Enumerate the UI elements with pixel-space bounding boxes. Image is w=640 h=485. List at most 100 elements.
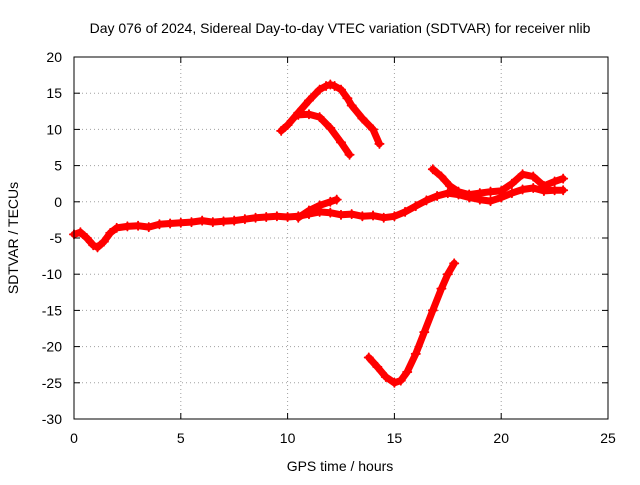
y-tick-label: 15 bbox=[46, 85, 62, 101]
grid bbox=[74, 57, 608, 419]
data-point-marker bbox=[325, 196, 336, 207]
y-tick-label: -5 bbox=[50, 230, 63, 246]
data-point-marker bbox=[165, 218, 176, 229]
data-point-marker bbox=[389, 211, 400, 222]
data-point-marker bbox=[421, 195, 432, 206]
data-point-marker bbox=[276, 125, 287, 136]
data-point-marker bbox=[282, 212, 293, 223]
y-tick-label: 20 bbox=[46, 49, 62, 65]
data-point-marker bbox=[122, 221, 133, 232]
data-point-marker bbox=[105, 227, 116, 238]
data-point-marker bbox=[506, 188, 517, 199]
data-point-marker bbox=[517, 184, 528, 195]
data-point-marker bbox=[271, 211, 282, 222]
data-point-marker bbox=[346, 209, 357, 220]
data-point-marker bbox=[400, 206, 411, 217]
data-point-marker bbox=[368, 124, 379, 135]
data-point-marker bbox=[321, 80, 332, 91]
data-point-marker bbox=[436, 171, 447, 182]
y-tick-label: 0 bbox=[54, 194, 62, 210]
data-point-marker bbox=[175, 217, 186, 228]
data-point-marker bbox=[432, 191, 443, 202]
data-point-marker bbox=[474, 188, 485, 199]
data-point-marker bbox=[378, 212, 389, 223]
data-point-marker bbox=[229, 215, 240, 226]
series-lower-band-segment bbox=[293, 194, 342, 223]
data-point-marker bbox=[303, 109, 314, 120]
series-upper-arc-a bbox=[276, 79, 385, 149]
axis-ticks: 0 5 10 15 20 25 -30 -25 -20 -15 -10 -5 0 5 10 15 20 bbox=[42, 49, 616, 446]
y-tick-label: 10 bbox=[46, 121, 62, 137]
series-upper-arc-b bbox=[293, 109, 355, 160]
data-point-marker bbox=[427, 164, 438, 175]
x-tick-label: 10 bbox=[280, 430, 296, 446]
data-point-marker bbox=[402, 366, 413, 377]
y-tick-label: -25 bbox=[42, 375, 62, 391]
data-point-marker bbox=[261, 212, 272, 223]
data-point-marker bbox=[293, 212, 304, 223]
data-point-marker bbox=[314, 200, 325, 211]
data-point-marker bbox=[444, 180, 455, 191]
x-tick-label: 0 bbox=[70, 430, 78, 446]
series-lower-arc bbox=[363, 258, 460, 388]
series-layer bbox=[69, 79, 569, 388]
data-point-marker bbox=[558, 185, 569, 196]
data-point-marker bbox=[98, 236, 109, 247]
data-point-marker bbox=[331, 194, 342, 205]
data-point-marker bbox=[303, 205, 314, 216]
data-point-marker bbox=[506, 178, 517, 189]
data-point-marker bbox=[389, 377, 400, 388]
data-point-marker bbox=[336, 209, 346, 220]
data-point-marker bbox=[528, 183, 539, 194]
data-point-marker bbox=[357, 113, 368, 124]
data-point-marker bbox=[329, 80, 340, 91]
data-point-marker bbox=[453, 186, 464, 197]
data-point-marker bbox=[282, 120, 293, 131]
data-point-marker bbox=[372, 361, 383, 372]
data-point-marker bbox=[357, 211, 368, 222]
data-point-marker bbox=[325, 207, 336, 218]
data-point-marker bbox=[558, 173, 569, 184]
data-point-marker bbox=[528, 171, 539, 182]
series-line bbox=[294, 110, 353, 159]
data-point-marker bbox=[517, 169, 528, 180]
y-tick-label: -10 bbox=[42, 266, 62, 282]
data-point-marker bbox=[303, 95, 314, 106]
data-point-marker bbox=[207, 217, 218, 228]
data-point-marker bbox=[325, 122, 336, 133]
data-point-marker bbox=[143, 222, 154, 233]
data-point-marker bbox=[395, 375, 406, 386]
x-axis-label: GPS time / hours bbox=[287, 458, 394, 474]
data-point-marker bbox=[92, 242, 103, 253]
data-point-marker bbox=[380, 372, 391, 383]
data-point-marker bbox=[419, 327, 430, 338]
data-point-marker bbox=[464, 189, 475, 200]
data-point-marker bbox=[346, 100, 357, 111]
data-point-marker bbox=[336, 137, 346, 148]
y-axis-label: SDTVAR / TECUs bbox=[5, 182, 21, 294]
data-point-marker bbox=[344, 149, 355, 160]
data-point-marker bbox=[342, 93, 353, 104]
data-point-marker bbox=[336, 84, 346, 95]
data-point-marker bbox=[427, 305, 438, 316]
data-point-marker bbox=[314, 84, 325, 95]
data-point-marker bbox=[75, 227, 86, 238]
data-point-marker bbox=[374, 138, 385, 149]
data-point-marker bbox=[314, 112, 325, 123]
y-tick-label: 5 bbox=[54, 158, 62, 174]
y-tick-label: -15 bbox=[42, 302, 62, 318]
data-point-marker bbox=[496, 185, 507, 196]
data-point-marker bbox=[442, 269, 453, 280]
data-point-marker bbox=[485, 186, 496, 197]
x-tick-label: 25 bbox=[600, 430, 616, 446]
data-point-marker bbox=[218, 216, 229, 227]
x-tick-label: 5 bbox=[177, 430, 185, 446]
data-point-marker bbox=[239, 214, 250, 225]
data-point-marker bbox=[81, 233, 92, 243]
data-point-marker bbox=[197, 215, 208, 226]
data-point-marker bbox=[111, 222, 122, 233]
series-upper-band-segment bbox=[427, 164, 569, 200]
data-point-marker bbox=[154, 219, 165, 230]
